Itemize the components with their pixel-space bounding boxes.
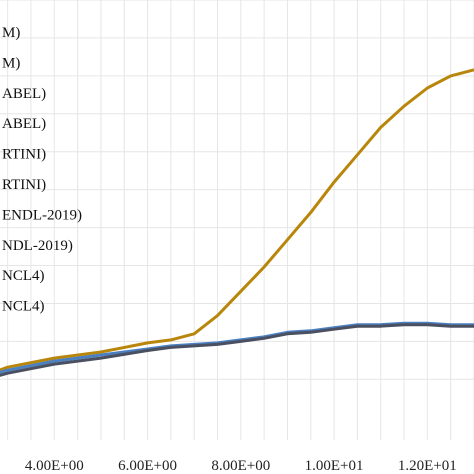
series-line-3 (0, 323, 474, 377)
legend: M) M) ABEL) ABEL) RTINI) RTINI) ENDL-2019) NDL-… (2, 25, 82, 315)
legend-entry-label: RTINI) (2, 147, 46, 163)
legend-entry-label: ABEL) (2, 116, 46, 132)
x-axis-ticks: 4.00E+00 6.00E+00 8.00E+00 1.00E+01 1.20E+01 (25, 458, 457, 474)
x-tick-label: 1.20E+01 (398, 458, 457, 474)
legend-entry-label: ENDL-2019) (2, 207, 82, 223)
legend-entry-label: M) (2, 55, 20, 71)
gridlines (0, 0, 474, 440)
legend-entry-label: NCL4) (2, 299, 45, 315)
series-lines (0, 68, 474, 377)
legend-entry-label: NCL4) (2, 268, 45, 284)
legend-entry-label: RTINI) (2, 177, 46, 193)
x-tick-label: 6.00E+00 (118, 458, 177, 474)
legend-entry-label: M) (2, 25, 20, 41)
x-tick-label: 8.00E+00 (211, 458, 270, 474)
legend-entry-label: NDL-2019) (2, 238, 73, 254)
series-line-2 (0, 321, 474, 374)
x-tick-label: 4.00E+00 (25, 458, 84, 474)
series-line-1 (0, 68, 474, 372)
x-tick-label: 1.00E+01 (305, 458, 364, 474)
legend-entry-label: ABEL) (2, 86, 46, 102)
